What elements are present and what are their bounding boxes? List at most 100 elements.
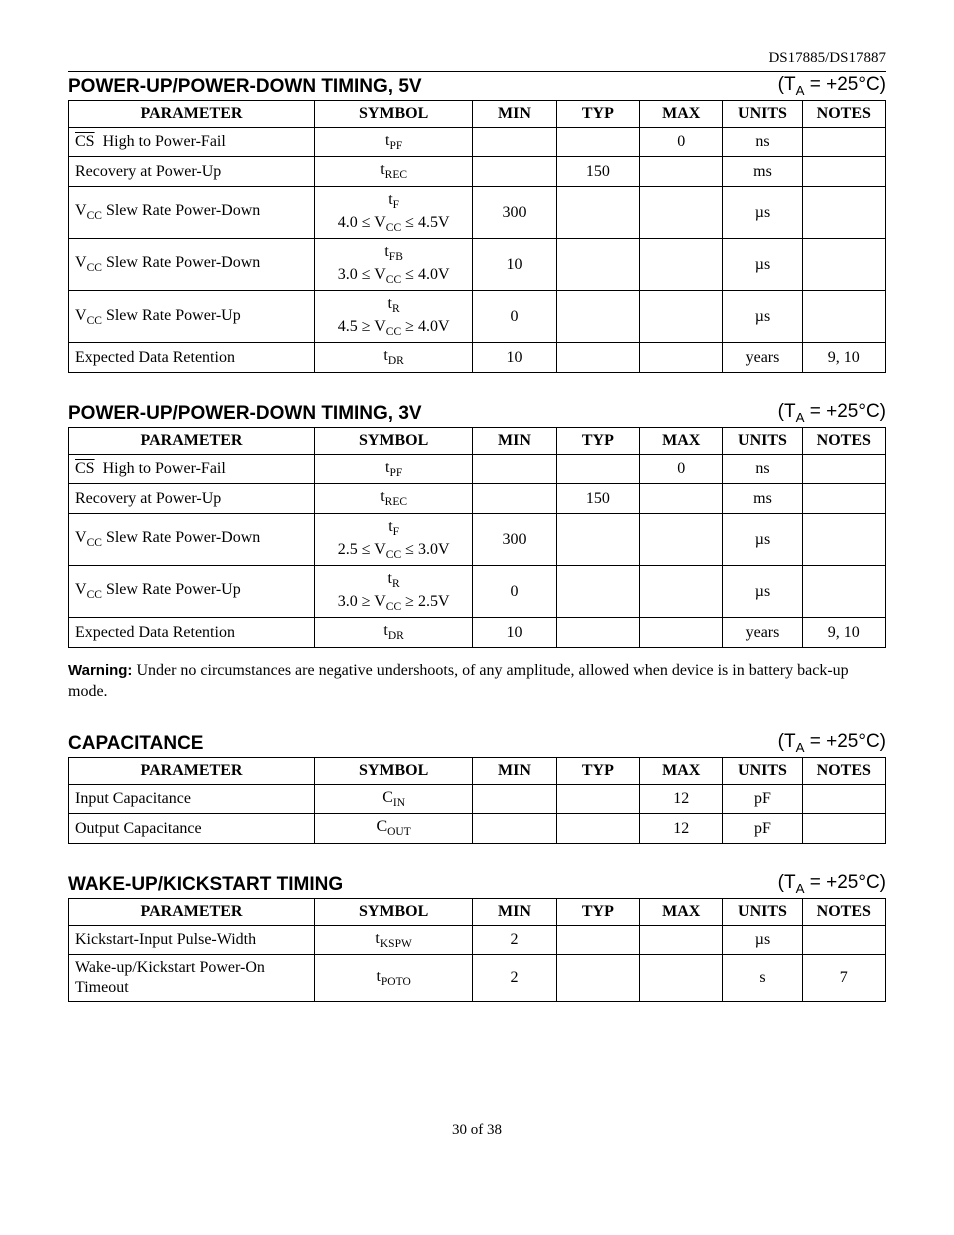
cell-min: 0 [473,566,556,618]
cell-notes [802,566,885,618]
cell-units: µs [723,239,802,291]
cell-typ [556,814,639,844]
cell-symbol: tF2.5 ≤ VCC ≤ 3.0V [314,513,472,565]
cell-notes: 7 [802,955,885,1002]
cell-symbol: tR3.0 ≥ VCC ≥ 2.5V [314,566,472,618]
cell-typ [556,239,639,291]
cell-min [473,127,556,157]
section-heading-wakeup: WAKE-UP/KICKSTART TIMING (TA = +25°C) [68,872,886,896]
cell-typ: 150 [556,157,639,187]
condition: (TA = +25°C) [778,872,886,896]
cell-notes [802,484,885,514]
cell-max [640,291,723,343]
col-parameter: PARAMETER [69,100,315,127]
col-parameter: PARAMETER [69,757,315,784]
cell-parameter: VCC Slew Rate Power-Down [69,239,315,291]
cell-units: ns [723,454,802,484]
cell-parameter: Kickstart-Input Pulse-Width [69,925,315,955]
cell-typ [556,784,639,814]
col-typ: TYP [556,100,639,127]
col-min: MIN [473,757,556,784]
cell-notes [802,291,885,343]
col-notes: NOTES [802,757,885,784]
table-row: VCC Slew Rate Power-DowntF4.0 ≤ VCC ≤ 4.… [69,186,886,238]
table-body: Kickstart-Input Pulse-WidthtKSPW2µsWake-… [69,925,886,1002]
col-parameter: PARAMETER [69,427,315,454]
cell-max: 0 [640,454,723,484]
section-heading-3v: POWER-UP/POWER-DOWN TIMING, 3V (TA = +25… [68,401,886,425]
table-body: CS High to Power-FailtPF0nsRecovery at P… [69,127,886,372]
cell-parameter: VCC Slew Rate Power-Up [69,291,315,343]
col-units: UNITS [723,427,802,454]
table-5v: PARAMETER SYMBOL MIN TYP MAX UNITS NOTES… [68,100,886,373]
col-min: MIN [473,427,556,454]
cell-parameter: Input Capacitance [69,784,315,814]
cell-symbol: tREC [314,484,472,514]
section-title: CAPACITANCE [68,733,203,755]
cell-notes [802,157,885,187]
table-header: PARAMETER SYMBOL MIN TYP MAX UNITS NOTES [69,100,886,127]
col-symbol: SYMBOL [314,898,472,925]
cell-parameter: VCC Slew Rate Power-Up [69,566,315,618]
table-row: VCC Slew Rate Power-DowntF2.5 ≤ VCC ≤ 3.… [69,513,886,565]
cell-symbol: tPF [314,454,472,484]
top-rule [68,71,886,72]
condition: (TA = +25°C) [778,401,886,425]
cell-units: µs [723,925,802,955]
cell-notes [802,814,885,844]
cell-symbol: tR4.5 ≥ VCC ≥ 4.0V [314,291,472,343]
warning-paragraph: Warning: Under no circumstances are nega… [68,660,886,703]
col-max: MAX [640,100,723,127]
cell-symbol: tDR [314,618,472,648]
col-symbol: SYMBOL [314,100,472,127]
col-max: MAX [640,898,723,925]
table-row: VCC Slew Rate Power-DowntFB3.0 ≤ VCC ≤ 4… [69,239,886,291]
cell-parameter: VCC Slew Rate Power-Down [69,186,315,238]
table-header: PARAMETER SYMBOL MIN TYP MAX UNITS NOTES [69,898,886,925]
cell-symbol: COUT [314,814,472,844]
col-notes: NOTES [802,898,885,925]
section-title: WAKE-UP/KICKSTART TIMING [68,874,343,896]
cell-typ [556,955,639,1002]
table-row: Input CapacitanceCIN12pF [69,784,886,814]
table-3v: PARAMETER SYMBOL MIN TYP MAX UNITS NOTES… [68,427,886,648]
cell-units: ms [723,157,802,187]
table-row: Wake-up/Kickstart Power-On TimeouttPOTO2… [69,955,886,1002]
col-typ: TYP [556,757,639,784]
cell-units: µs [723,291,802,343]
cell-typ [556,925,639,955]
cell-units: ns [723,127,802,157]
warning-text: Under no circumstances are negative unde… [68,662,849,701]
col-symbol: SYMBOL [314,427,472,454]
table-row: Output CapacitanceCOUT12pF [69,814,886,844]
table-header: PARAMETER SYMBOL MIN TYP MAX UNITS NOTES [69,427,886,454]
cell-min [473,454,556,484]
cell-max [640,513,723,565]
col-min: MIN [473,898,556,925]
table-header: PARAMETER SYMBOL MIN TYP MAX UNITS NOTES [69,757,886,784]
doc-header-right: DS17885/DS17887 [68,50,886,67]
cell-max [640,239,723,291]
section-heading-capacitance: CAPACITANCE (TA = +25°C) [68,731,886,755]
cell-parameter: CS High to Power-Fail [69,454,315,484]
section-title: POWER-UP/POWER-DOWN TIMING, 3V [68,403,422,425]
cell-parameter: Wake-up/Kickstart Power-On Timeout [69,955,315,1002]
cell-notes [802,186,885,238]
warning-label: Warning: [68,662,132,679]
cell-min: 10 [473,239,556,291]
cell-max [640,566,723,618]
cell-max [640,618,723,648]
cell-notes [802,513,885,565]
table-row: VCC Slew Rate Power-UptR3.0 ≥ VCC ≥ 2.5V… [69,566,886,618]
cell-symbol: CIN [314,784,472,814]
col-min: MIN [473,100,556,127]
cell-typ: 150 [556,484,639,514]
cell-units: years [723,343,802,373]
cell-max [640,157,723,187]
cell-typ [556,513,639,565]
cell-notes: 9, 10 [802,343,885,373]
cell-typ [556,454,639,484]
cell-units: pF [723,784,802,814]
cell-max [640,186,723,238]
cell-min: 10 [473,618,556,648]
